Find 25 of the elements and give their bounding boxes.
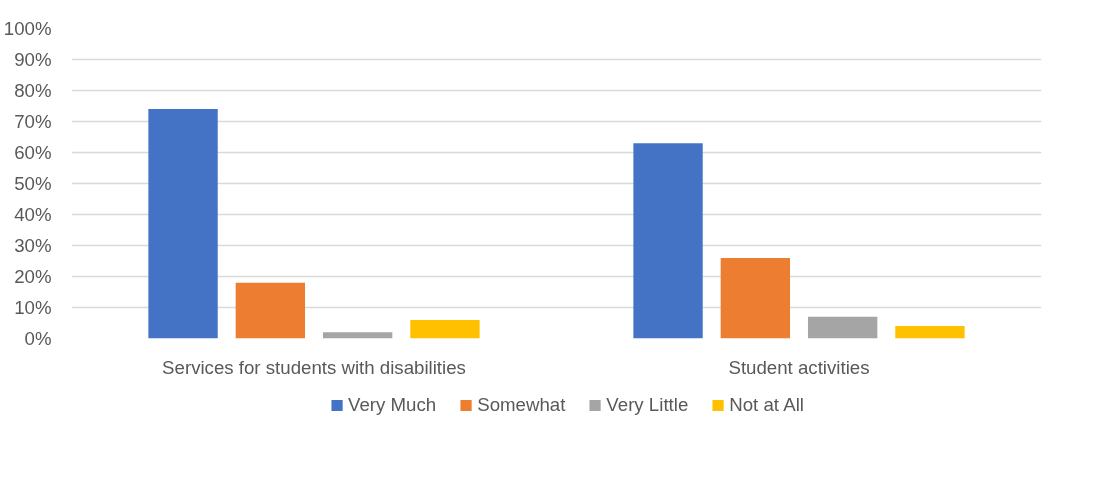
y-tick-label: 30% [14, 235, 52, 256]
y-tick-label: 0% [24, 328, 52, 349]
y-tick-label: 40% [14, 204, 52, 225]
bar [148, 109, 218, 339]
bar [807, 316, 878, 339]
legend-label: Not at All [729, 394, 804, 416]
y-tick-label: 10% [14, 297, 52, 318]
bar [895, 326, 965, 339]
y-tick-label: 50% [14, 173, 52, 194]
bar [235, 282, 306, 339]
x-tick-label: Student activities [728, 356, 870, 378]
y-tick-label: 60% [14, 142, 52, 163]
y-tick-label: 100% [3, 18, 52, 39]
bar [410, 319, 480, 339]
y-tick-label: 80% [14, 80, 52, 101]
y-tick-label: 70% [14, 111, 52, 132]
legend-label: Very Little [606, 394, 689, 416]
legend-label: Somewhat [477, 394, 566, 416]
bar [322, 332, 393, 339]
bar [720, 257, 791, 339]
y-tick-label: 90% [14, 49, 52, 70]
legend-label: Very Much [348, 394, 437, 416]
x-tick-label: Services for students with disabilities [162, 356, 466, 378]
bar [633, 143, 703, 339]
y-tick-label: 20% [14, 266, 52, 287]
